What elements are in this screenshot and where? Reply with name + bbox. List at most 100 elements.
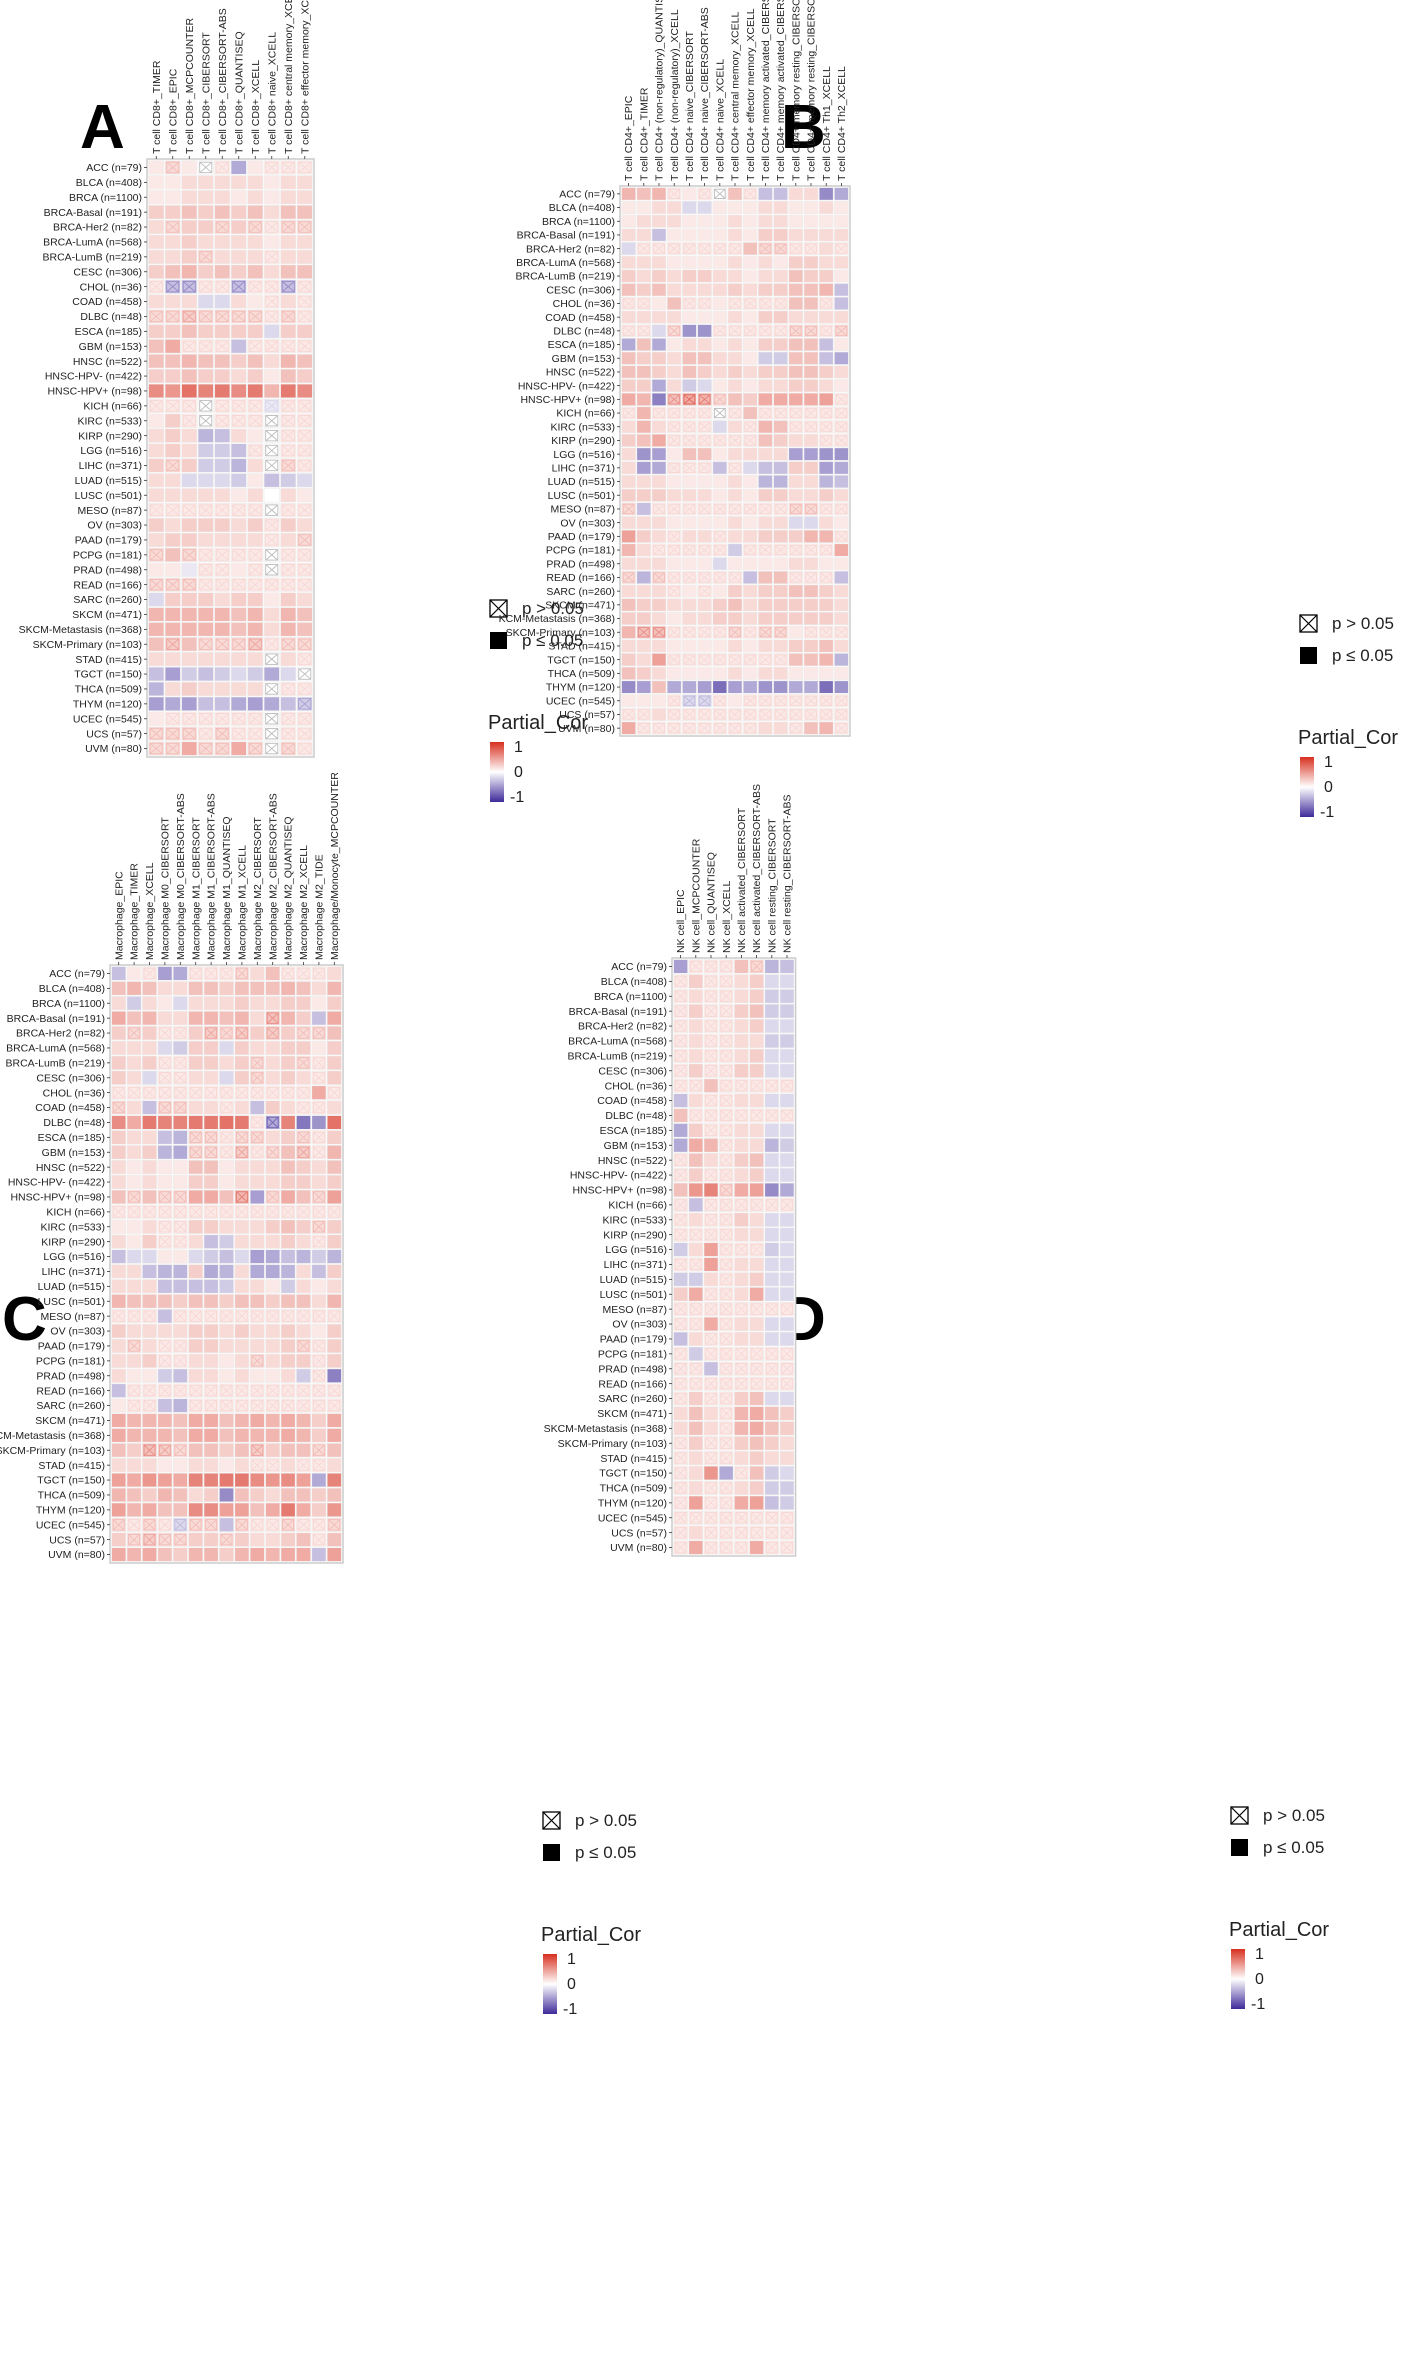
row-label: OV (n=303) bbox=[87, 520, 142, 532]
ns-cross-box bbox=[805, 503, 817, 515]
heatmap-cell bbox=[142, 1294, 157, 1309]
ns-cross-box bbox=[182, 310, 196, 323]
ns-cross-line bbox=[668, 586, 680, 597]
ns-cross-line bbox=[766, 1512, 778, 1524]
heatmap-cell bbox=[834, 351, 849, 365]
ns-cross-box bbox=[720, 1541, 733, 1554]
heatmap-cell bbox=[651, 269, 667, 283]
heatmap-cell bbox=[651, 529, 667, 543]
ns-cross-box bbox=[674, 1392, 687, 1405]
ns-cross-box bbox=[281, 161, 295, 174]
heatmap-cell bbox=[651, 379, 667, 393]
ns-cross-box bbox=[705, 1214, 717, 1226]
ns-cross-line bbox=[248, 400, 262, 412]
heatmap-cell bbox=[142, 1055, 157, 1070]
ns-cross-line bbox=[328, 1206, 341, 1218]
heatmap-cell bbox=[111, 1383, 127, 1398]
ns-cross-line bbox=[281, 221, 295, 233]
ns-cross-line bbox=[174, 1444, 187, 1456]
ns-cross-box bbox=[166, 310, 180, 323]
ns-cross-line bbox=[638, 723, 650, 734]
ns-cross-line bbox=[215, 742, 229, 755]
ns-cross-line bbox=[281, 549, 295, 561]
heatmap-cell bbox=[682, 214, 697, 228]
ns-cross-box bbox=[735, 1348, 748, 1360]
heatmap-cell bbox=[234, 1428, 250, 1443]
ns-cross-line bbox=[215, 579, 229, 591]
heatmap-cell bbox=[749, 1153, 764, 1168]
heatmap-cell bbox=[742, 666, 758, 680]
ns-cross-line bbox=[759, 545, 772, 556]
ns-cross-box bbox=[281, 340, 295, 352]
heatmap-cell bbox=[249, 1219, 265, 1234]
heatmap-cell bbox=[148, 339, 165, 354]
heatmap-cell bbox=[230, 458, 247, 473]
ns-cross-box bbox=[729, 462, 741, 473]
heatmap-cell bbox=[172, 1547, 188, 1562]
heatmap-cell bbox=[673, 1287, 688, 1302]
ns-cross-box bbox=[674, 1035, 687, 1047]
heatmap-cell bbox=[788, 474, 804, 489]
ns-cross-line bbox=[282, 1519, 294, 1531]
column-label: Macrophage M1_CIBERSORT-ABS bbox=[206, 793, 218, 960]
ns-cross-line bbox=[112, 1310, 125, 1322]
heatmap-cell bbox=[111, 1115, 127, 1130]
heatmap-cell bbox=[682, 598, 697, 612]
heatmap-cell bbox=[818, 639, 834, 653]
ns-cross-box bbox=[698, 572, 711, 583]
ns-cross-box bbox=[251, 1206, 264, 1218]
heatmap-cell bbox=[148, 353, 165, 369]
ns-cross-box bbox=[698, 435, 711, 446]
heatmap-cell bbox=[148, 458, 165, 473]
heatmap-cell bbox=[188, 1279, 204, 1294]
heatmap-cell bbox=[651, 255, 667, 269]
heatmap-cell bbox=[621, 420, 636, 434]
ns-cross-line bbox=[281, 459, 295, 472]
heatmap-cell bbox=[636, 543, 652, 557]
heatmap-cell bbox=[773, 420, 788, 434]
row-label: KICH (n=66) bbox=[608, 1199, 667, 1211]
heatmap-cell bbox=[734, 989, 749, 1004]
ns-cross-box bbox=[750, 960, 763, 973]
ns-cross-box bbox=[720, 1154, 733, 1166]
heatmap-cell bbox=[126, 1264, 142, 1279]
ns-cross-box bbox=[781, 1512, 793, 1524]
heatmap-cell bbox=[181, 622, 198, 637]
heatmap-cell bbox=[214, 353, 231, 369]
row-label: BRCA-LumB (n=219) bbox=[516, 271, 616, 283]
heatmap-cell bbox=[742, 529, 758, 543]
heatmap-cell bbox=[280, 190, 297, 205]
ns-cross-line bbox=[328, 1399, 341, 1412]
ns-cross-box bbox=[674, 1020, 687, 1032]
column-label: Macrophage M0_CIBERSORT bbox=[160, 817, 172, 960]
ns-cross-line bbox=[766, 1199, 778, 1211]
heatmap-cell bbox=[749, 1003, 764, 1019]
heatmap-cell bbox=[697, 310, 712, 324]
heatmap-cell bbox=[263, 205, 280, 220]
heatmap-cell bbox=[621, 625, 636, 639]
legend-scale-min: -1 bbox=[563, 2001, 577, 2018]
ns-cross-line bbox=[690, 1512, 702, 1524]
ns-cross-line bbox=[205, 1385, 217, 1397]
ns-cross-box bbox=[781, 1303, 793, 1315]
ns-cross-box bbox=[281, 415, 295, 427]
heatmap-cell bbox=[142, 1249, 157, 1264]
ns-cross-line bbox=[166, 459, 180, 472]
column-label: T cell CD4+ memory activated_CIBERSORT-A… bbox=[775, 0, 787, 181]
ns-cross-line bbox=[714, 654, 726, 665]
heatmap-cell bbox=[164, 324, 181, 339]
heatmap-cell bbox=[779, 959, 795, 974]
heatmap-cell bbox=[636, 598, 652, 612]
ns-cross-box bbox=[143, 1310, 156, 1322]
heatmap-cell bbox=[779, 1033, 795, 1049]
ns-cross-line bbox=[313, 1027, 325, 1039]
heatmap-cell bbox=[742, 557, 758, 571]
ns-cross-box bbox=[674, 1467, 687, 1479]
heatmap-cell bbox=[834, 447, 849, 461]
ns-cross-box bbox=[674, 1437, 687, 1449]
ns-cross-line bbox=[781, 1199, 793, 1211]
ns-cross-line bbox=[714, 709, 726, 720]
ns-cross-line bbox=[720, 1243, 732, 1256]
ns-cross-line bbox=[750, 1527, 763, 1539]
ns-cross-box bbox=[805, 572, 817, 583]
